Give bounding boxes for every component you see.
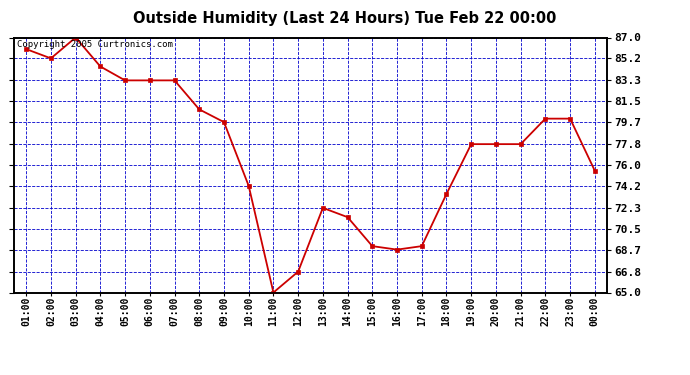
Text: Outside Humidity (Last 24 Hours) Tue Feb 22 00:00: Outside Humidity (Last 24 Hours) Tue Feb… <box>133 11 557 26</box>
Text: Copyright 2005 Curtronics.com: Copyright 2005 Curtronics.com <box>17 40 172 49</box>
